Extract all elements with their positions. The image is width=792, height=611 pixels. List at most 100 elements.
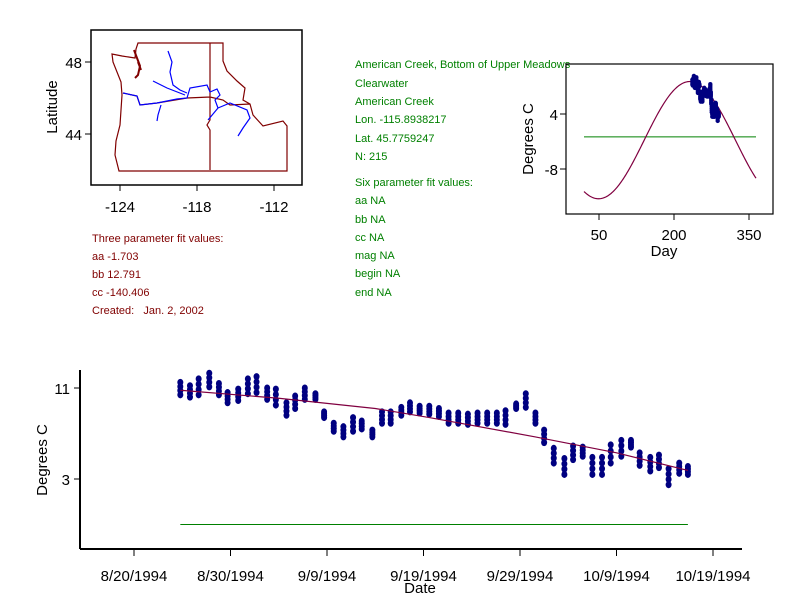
data-point: [264, 384, 271, 392]
data-point: [493, 409, 500, 417]
map-xtick-label: -118: [183, 199, 212, 216]
timeseries-xtick-label: 10/9/1994: [583, 568, 650, 585]
data-point: [177, 378, 184, 386]
puget-sound: [133, 49, 142, 79]
seasonal-xtick-label: 50: [591, 227, 608, 244]
site-n: N: 215: [355, 151, 387, 163]
data-point: [253, 383, 260, 391]
data-point: [561, 470, 568, 478]
data-point: [350, 414, 357, 422]
data-point: [561, 465, 568, 473]
three-fit-header: Three parameter fit values:: [92, 233, 223, 245]
map-xtick-label: -112: [260, 199, 289, 216]
data-point: [253, 373, 260, 381]
data-point: [358, 417, 365, 425]
data-point: [618, 436, 625, 444]
map-ytick-label: 48: [65, 55, 82, 72]
data-point: [665, 470, 672, 478]
data-point: [464, 410, 471, 418]
data-point: [416, 402, 423, 410]
data-point: [636, 449, 643, 457]
data-point: [186, 382, 193, 390]
seasonal-plot: 50 200 350 4 -8 Day Degrees C: [520, 63, 774, 260]
data-point: [502, 407, 509, 415]
data-point: [484, 409, 491, 417]
site-info-block: American Creek, Bottom of Upper Meadows …: [355, 59, 571, 299]
seasonal-data-point: [713, 100, 718, 106]
data-point: [369, 426, 376, 434]
rivers: [122, 50, 251, 137]
data-point: [301, 384, 308, 392]
seasonal-data-point: [694, 75, 699, 80]
site-basin: Clearwater: [355, 78, 409, 90]
timeseries-ylabel: Degrees C: [34, 424, 51, 496]
seasonal-frame: [565, 63, 774, 215]
data-point: [589, 453, 596, 461]
data-point: [330, 419, 337, 427]
data-point: [665, 465, 672, 473]
data-point: [607, 441, 614, 449]
data-point: [195, 391, 202, 399]
timeseries-plot: 8/20/1994 8/30/1994 9/9/1994 9/19/1994 9/29/…: [34, 369, 751, 597]
seasonal-data-point: [709, 96, 714, 102]
data-point: [618, 447, 625, 455]
data-point: [435, 404, 442, 412]
data-point: [206, 369, 213, 377]
timeseries-xlabel: Date: [404, 580, 436, 597]
data-point: [195, 380, 202, 388]
data-point: [618, 442, 625, 450]
timeseries-xtick-label: 10/19/1994: [675, 568, 750, 585]
timeseries-xtick-label: 8/20/1994: [101, 568, 168, 585]
data-point: [406, 399, 413, 407]
seasonal-data-point: [708, 89, 713, 95]
timeseries-ytick-label: 3: [62, 472, 70, 489]
data-point: [607, 459, 614, 467]
data-point: [340, 423, 347, 431]
map-ylabel: Latitude: [44, 80, 61, 133]
timeseries-xtick-label: 9/9/1994: [298, 568, 356, 585]
data-point: [665, 481, 672, 489]
timeseries-xtick-label: 9/29/1994: [487, 568, 554, 585]
seasonal-ytick-label: -8: [545, 162, 558, 179]
data-point: [599, 465, 606, 473]
seasonal-xtick-label: 350: [736, 227, 761, 244]
map-panel: -124 -118 -112 48 44 Latitude: [44, 29, 303, 216]
data-point: [235, 385, 242, 393]
three-fit-aa: aa -1.703: [92, 251, 138, 263]
fit-line: [180, 389, 689, 472]
data-point: [244, 375, 251, 383]
seasonal-xlabel: Day: [651, 243, 678, 260]
site-title: American Creek, Bottom of Upper Meadows: [355, 59, 571, 71]
data-point: [550, 459, 557, 467]
seasonal-xtick-label: 200: [661, 227, 686, 244]
site-lon: Lon. -115.8938217: [355, 114, 447, 126]
data-point: [426, 402, 433, 410]
data-point: [513, 400, 520, 408]
map-frame: [90, 29, 303, 186]
data-point: [561, 460, 568, 468]
timeseries-ytick-label: 11: [54, 381, 70, 398]
six-fit-aa: aa NA: [355, 195, 386, 207]
data-point: [541, 426, 548, 434]
data-point: [532, 409, 539, 417]
map-xtick-label: -124: [105, 199, 135, 216]
data-point: [550, 444, 557, 452]
seasonal-fit-curve: [583, 80, 757, 200]
data-point: [607, 453, 614, 461]
data-point: [253, 389, 260, 397]
seasonal-data-point: [708, 82, 713, 87]
data-point: [474, 409, 481, 417]
data-point: [627, 436, 634, 444]
data-point: [550, 449, 557, 457]
data-point: [292, 392, 299, 400]
data-point: [522, 390, 529, 398]
data-point: [445, 409, 452, 417]
data-point: [655, 451, 662, 459]
data-point: [647, 453, 654, 461]
data-point: [589, 465, 596, 473]
six-fit-cc: cc NA: [355, 232, 385, 244]
data-point: [244, 385, 251, 393]
data-point: [665, 475, 672, 483]
site-stream: American Creek: [355, 96, 434, 108]
